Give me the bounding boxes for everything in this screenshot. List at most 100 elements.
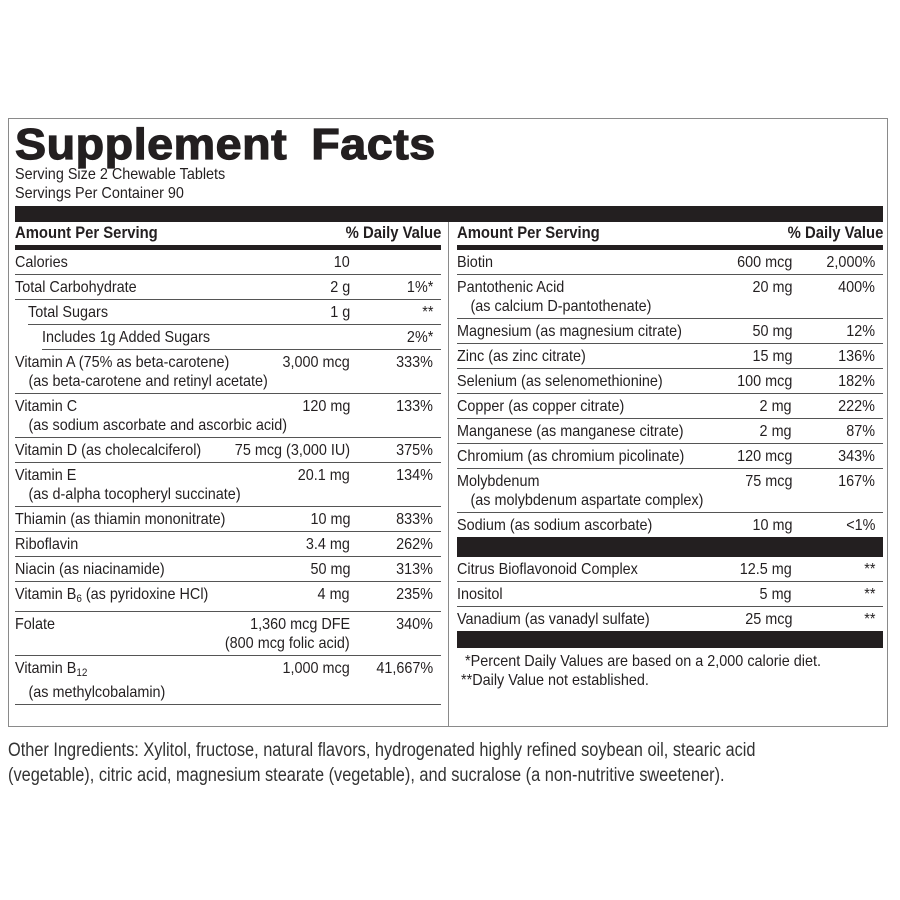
nutrient-name: Total Carbohydrate: [15, 279, 137, 296]
left-column: Amount Per Serving % Daily Value Calorie…: [15, 222, 441, 705]
nutrient-name: Biotin: [457, 254, 494, 271]
other-ingredients-line-1: Other Ingredients: Xylitol, fructose, na…: [8, 740, 756, 761]
nutrient-dv: 182%: [838, 373, 875, 390]
nutrient-amount: 2 mg: [759, 398, 792, 415]
nutrient-name: Pantothenic Acid: [457, 279, 565, 296]
nutrient-amount: 10 mg: [309, 511, 350, 528]
ingredient-name: Vanadium (as vanadyl sulfate): [457, 611, 650, 628]
nutrient-amount: 75 mcg (3,000 IU): [234, 442, 350, 459]
section-rule: [457, 631, 883, 648]
nutrient-row: Copper (as copper citrate) 2 mg 222%: [457, 394, 883, 419]
nutrient-dv: 41,667%: [376, 660, 433, 677]
nutrient-dv: 340%: [396, 616, 433, 633]
nutrient-name: Folate: [15, 616, 56, 633]
nutrient-row: Total Sugars 1 g **: [28, 300, 441, 325]
nutrient-row: Zinc (as zinc citrate) 15 mg 136%: [457, 344, 883, 369]
ingredient-row: Citrus Bioflavonoid Complex 12.5 mg **: [457, 557, 883, 582]
nutrient-source: (as beta-carotene and retinyl acetate): [28, 373, 268, 390]
nutrient-amount: 1,000 mcg: [282, 660, 350, 677]
ingredient-dv: **: [863, 586, 875, 603]
nutrient-name: Vitamin C: [15, 398, 78, 415]
amount-per-serving-label: Amount Per Serving: [457, 224, 600, 242]
nutrient-dv: 235%: [396, 586, 433, 603]
nutrient-dv: **: [421, 304, 433, 321]
nutrient-name: Copper (as copper citrate): [457, 398, 625, 415]
nutrient-row: Vitamin A (75% as beta-carotene) (as bet…: [15, 350, 441, 394]
supplement-facts-panel: Supplement Facts Serving Size 2 Chewable…: [8, 118, 888, 727]
nutrient-row: Total Carbohydrate 2 g 1%*: [15, 275, 441, 300]
nutrient-dv: 833%: [396, 511, 433, 528]
nutrient-name: Selenium (as selenomethionine): [457, 373, 663, 390]
nutrient-dv: 87%: [846, 423, 875, 440]
ingredient-row: Vanadium (as vanadyl sulfate) 25 mcg **: [457, 607, 883, 631]
servings-per-container: Servings Per Container 90: [15, 185, 184, 202]
nutrient-name: Includes 1g Added Sugars: [42, 329, 211, 346]
nutrient-amount: 15 mg: [751, 348, 792, 365]
nutrient-dv: 12%: [846, 323, 875, 340]
nutrient-dv: 262%: [396, 536, 433, 553]
nutrient-amount: 3,000 mcg: [282, 354, 350, 371]
nutrient-row: Biotin 600 mcg 2,000%: [457, 250, 883, 275]
nutrient-amount: 10 mg: [751, 517, 792, 534]
panel-title: Supplement Facts: [14, 120, 436, 169]
header-rule: [457, 245, 883, 250]
nutrient-name: Vitamin D (as cholecalciferol): [15, 442, 202, 459]
nutrient-name: Molybdenum: [457, 473, 540, 490]
nutrient-row: Vitamin E (as d-alpha tocopheryl succina…: [15, 463, 441, 507]
ingredient-name: Inositol: [457, 586, 503, 603]
nutrient-name: Chromium (as chromium picolinate): [457, 448, 685, 465]
nutrient-amount: 20.1 mg: [297, 467, 350, 484]
nutrient-name: Vitamin A (75% as beta-carotene): [15, 354, 230, 371]
nutrient-name: Vitamin E: [15, 467, 77, 484]
nutrient-amount: 10: [333, 254, 350, 271]
nutrient-row: Sodium (as sodium ascorbate) 10 mg <1%: [457, 513, 883, 537]
nutrient-amount: 1,360 mcg DFE: [249, 616, 350, 633]
nutrient-name: Manganese (as manganese citrate): [457, 423, 684, 440]
thick-rule: [15, 206, 883, 222]
nutrient-dv: <1%: [845, 517, 875, 534]
header-rule: [15, 245, 441, 250]
nutrient-amount: 2 mg: [759, 423, 792, 440]
nutrient-name: Magnesium (as magnesium citrate): [457, 323, 682, 340]
nutrient-row: Vitamin B12 (as methylcobalamin) 1,000 m…: [15, 656, 441, 705]
nutrient-name: Sodium (as sodium ascorbate): [457, 517, 653, 534]
nutrient-amount: 600 mcg: [736, 254, 792, 271]
nutrient-name: Vitamin B12: [15, 660, 88, 679]
nutrient-amount: 1 g: [329, 304, 350, 321]
nutrient-source: (as molybdenum aspartate complex): [470, 492, 704, 509]
nutrient-amount: 50 mg: [309, 561, 350, 578]
nutrient-amount: 120 mcg: [736, 448, 792, 465]
amount-per-serving-label: Amount Per Serving: [15, 224, 158, 242]
nutrient-dv: 222%: [838, 398, 875, 415]
nutrient-source: (as d-alpha tocopheryl succinate): [28, 486, 241, 503]
footnotes: *Percent Daily Values are based on a 2,0…: [457, 652, 883, 690]
section-rule: [457, 537, 883, 557]
nutrient-amount: 120 mg: [301, 398, 350, 415]
nutrient-dv: 2%*: [406, 329, 433, 346]
nutrient-row: Selenium (as selenomethionine) 100 mcg 1…: [457, 369, 883, 394]
nutrient-dv: 313%: [396, 561, 433, 578]
ingredient-amount: 25 mcg: [744, 611, 792, 628]
nutrient-row: Magnesium (as magnesium citrate) 50 mg 1…: [457, 319, 883, 344]
nutrient-source: (as methylcobalamin): [28, 684, 166, 701]
ingredient-dv: **: [863, 611, 875, 628]
footnote-percent-dv: *Percent Daily Values are based on a 2,0…: [461, 653, 821, 670]
nutrient-row: Manganese (as manganese citrate) 2 mg 87…: [457, 419, 883, 444]
column-divider: [448, 222, 449, 727]
nutrient-dv: 167%: [838, 473, 875, 490]
nutrient-row: Includes 1g Added Sugars 2%*: [42, 325, 441, 350]
nutrient-row: Vitamin D (as cholecalciferol) 75 mcg (3…: [15, 438, 441, 463]
footnote-dv-not-established: **Daily Value not established.: [461, 672, 649, 689]
nutrient-row: Thiamin (as thiamin mononitrate) 10 mg 8…: [15, 507, 441, 532]
daily-value-label: % Daily Value: [787, 224, 883, 242]
nutrient-amount: 2 g: [329, 279, 350, 296]
right-header-row: Amount Per Serving % Daily Value: [457, 222, 883, 245]
nutrient-name: Calories: [15, 254, 68, 271]
nutrient-dv: 1%*: [406, 279, 433, 296]
nutrient-row: Vitamin B6 (as pyridoxine HCl) 4 mg 235%: [15, 582, 441, 612]
serving-size: Serving Size 2 Chewable Tablets: [15, 166, 226, 183]
nutrient-row: Calories 10: [15, 250, 441, 275]
nutrient-amount: 75 mcg: [744, 473, 792, 490]
nutrient-name: Zinc (as zinc citrate): [457, 348, 586, 365]
nutrient-name: Thiamin (as thiamin mononitrate): [15, 511, 226, 528]
